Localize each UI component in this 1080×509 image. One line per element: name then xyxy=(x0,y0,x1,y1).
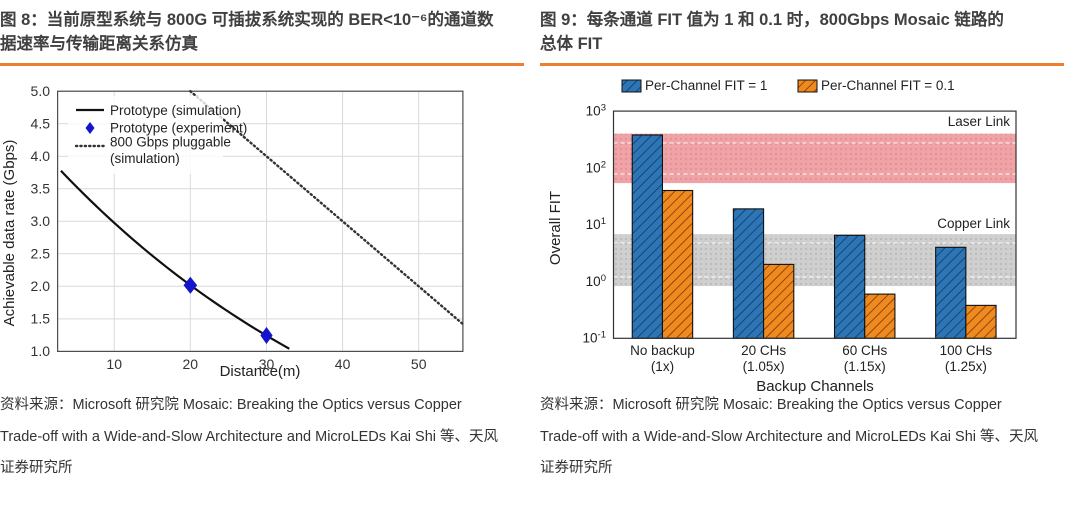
svg-text:10-1: 10-1 xyxy=(583,329,606,346)
svg-text:20: 20 xyxy=(183,356,199,372)
svg-text:800 Gbps pluggable: 800 Gbps pluggable xyxy=(110,135,231,150)
svg-text:Distance(m): Distance(m) xyxy=(220,363,301,380)
svg-text:101: 101 xyxy=(586,216,606,233)
svg-text:3.5: 3.5 xyxy=(31,181,51,197)
svg-text:Prototype (experiment): Prototype (experiment) xyxy=(110,121,247,136)
svg-text:Prototype (simulation): Prototype (simulation) xyxy=(110,103,241,118)
svg-text:(1.25x): (1.25x) xyxy=(945,359,987,374)
svg-text:Per-Channel FIT = 1: Per-Channel FIT = 1 xyxy=(645,78,767,93)
svg-text:1.0: 1.0 xyxy=(31,343,51,359)
svg-text:Achievable data rate (Gbps): Achievable data rate (Gbps) xyxy=(1,140,18,327)
svg-text:60 CHs: 60 CHs xyxy=(842,343,887,358)
svg-text:100 CHs: 100 CHs xyxy=(940,343,993,358)
svg-text:2.0: 2.0 xyxy=(31,278,51,294)
svg-text:50: 50 xyxy=(411,356,427,372)
svg-text:3.0: 3.0 xyxy=(31,213,51,229)
svg-text:102: 102 xyxy=(586,159,606,176)
svg-text:4.5: 4.5 xyxy=(31,116,51,132)
svg-text:(1x): (1x) xyxy=(651,359,674,374)
svg-text:103: 103 xyxy=(586,102,606,119)
svg-text:No backup: No backup xyxy=(630,343,695,358)
svg-text:Per-Channel FIT = 0.1: Per-Channel FIT = 0.1 xyxy=(821,78,955,93)
svg-text:Copper Link: Copper Link xyxy=(937,216,1010,231)
svg-text:5.0: 5.0 xyxy=(31,83,51,99)
svg-text:2.5: 2.5 xyxy=(31,246,51,262)
svg-text:Laser Link: Laser Link xyxy=(948,114,1011,129)
svg-text:100: 100 xyxy=(586,272,606,289)
svg-text:(simulation): (simulation) xyxy=(110,151,180,166)
svg-text:(1.05x): (1.05x) xyxy=(743,359,785,374)
svg-text:40: 40 xyxy=(335,356,351,372)
svg-text:(1.15x): (1.15x) xyxy=(844,359,886,374)
svg-text:4.0: 4.0 xyxy=(31,148,51,164)
svg-text:Overall FIT: Overall FIT xyxy=(547,191,564,265)
svg-text:10: 10 xyxy=(106,356,122,372)
svg-text:20 CHs: 20 CHs xyxy=(741,343,786,358)
svg-text:1.5: 1.5 xyxy=(31,311,51,327)
